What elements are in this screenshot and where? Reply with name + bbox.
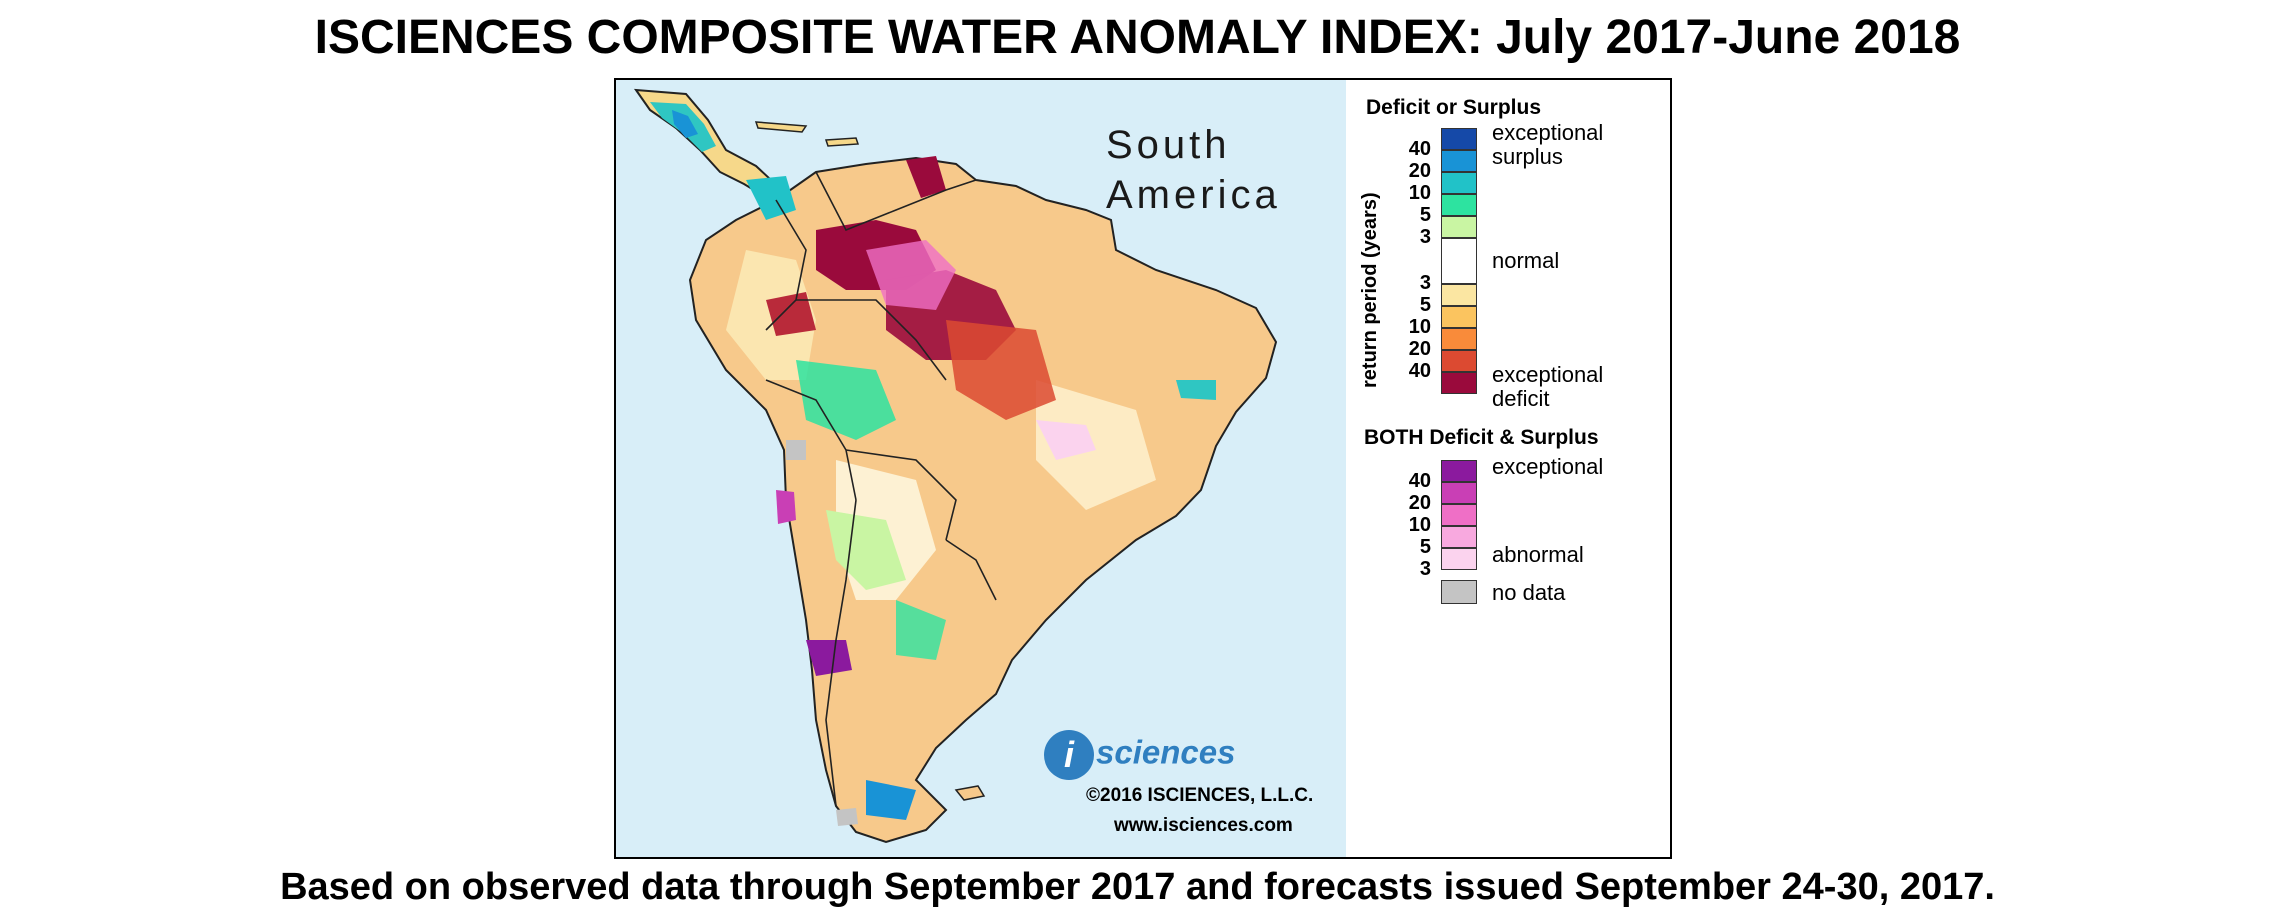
website: www.isciences.com [1114, 815, 1293, 836]
country-borders [765, 171, 997, 807]
legend-tick: 20 [1408, 492, 1431, 514]
both-patch-andes [776, 490, 796, 524]
legend-axis-label: return period (years) [1359, 192, 1381, 388]
isciences-logo-icon: i [1044, 730, 1094, 780]
legend-tick: 3 [1419, 558, 1431, 580]
south-america-map [633, 88, 1278, 844]
legend-swatch-nodata [1441, 580, 1477, 604]
legend-swatch-both-3 [1441, 548, 1477, 570]
legend-tick: 10 [1408, 316, 1431, 338]
legend-label-both-abnormal: abnormal [1492, 542, 1584, 567]
both-patch-amazon [866, 240, 956, 310]
legend-label-deficit: deficit [1492, 386, 1550, 411]
map-frame: South America i sciences ©2016 ISCIENCES,… [614, 78, 1672, 859]
legend-swatch-surplus-10 [1441, 194, 1477, 216]
surplus-patch-chaco [826, 510, 906, 590]
legend-swatch-deficit-5 [1441, 284, 1477, 306]
deficit-strong-central [946, 320, 1056, 420]
legend-swatch-surplus-exceptional [1441, 128, 1477, 150]
legend-tick: 40 [1408, 138, 1431, 160]
legend-label-exceptional-deficit: exceptional [1492, 362, 1604, 387]
falkland-islands [954, 785, 986, 801]
legend-swatch-both-40 [1441, 460, 1477, 482]
both-patch-brazil [1036, 420, 1096, 460]
isciences-logo: i sciences [1044, 730, 1235, 780]
legend-tick: 20 [1408, 338, 1431, 360]
legend-swatch-normal [1441, 238, 1477, 284]
surplus-patch-east [1176, 380, 1216, 400]
legend-swatch-both-20 [1441, 482, 1477, 504]
surplus-patch-pampas [896, 600, 946, 660]
surplus-patch-south [866, 780, 916, 820]
map-panel: South America i sciences ©2016 ISCIENCES,… [616, 80, 1346, 857]
legend-tick: 40 [1408, 360, 1431, 382]
legend-tick: 10 [1408, 514, 1431, 536]
legend-swatch-surplus-40 [1441, 150, 1477, 172]
legend-swatch-surplus-20 [1441, 172, 1477, 194]
legend-label-both-exceptional: exceptional [1492, 454, 1604, 479]
legend-both-heading: BOTH Deficit & Surplus [1364, 426, 1599, 449]
legend-label-exceptional-surplus: exceptional [1492, 120, 1604, 145]
legend-swatch-deficit-10 [1441, 306, 1477, 328]
legend-swatch-deficit-40 [1441, 350, 1477, 372]
legend-swatch-both-5 [1441, 526, 1477, 548]
deficit-core-northeast [906, 156, 946, 198]
legend-swatch-deficit-exceptional [1441, 372, 1477, 394]
legend-tick: 10 [1408, 182, 1431, 204]
map-title: ISCIENCES COMPOSITE WATER ANOMALY INDEX:… [314, 11, 1961, 64]
legend-deficit-surplus-heading: Deficit or Surplus [1366, 96, 1542, 119]
legend-tick: 3 [1419, 226, 1431, 248]
both-patch-patagonia [806, 640, 852, 676]
legend-tick: 3 [1419, 272, 1431, 294]
nodata-patch [786, 440, 806, 460]
legend-label-nodata: no data [1492, 580, 1566, 605]
legend-tick: 40 [1408, 470, 1431, 492]
legend: Deficit or Surplus return period (years)… [1346, 80, 1670, 857]
caribbean-island-2 [824, 137, 860, 147]
surplus-patch-north [746, 176, 796, 220]
nodata-patch-south [836, 808, 858, 826]
legend-tick: 5 [1419, 536, 1431, 558]
caribbean-island-1 [754, 121, 808, 133]
legend-tick: 20 [1408, 160, 1431, 182]
legend-tick: 5 [1419, 204, 1431, 226]
legend-swatch-surplus-5 [1441, 216, 1477, 238]
map-subtitle: Based on observed data through September… [280, 866, 1995, 908]
normal-patch-east [1036, 380, 1156, 510]
legend-swatch-both-10 [1441, 504, 1477, 526]
legend-swatch-deficit-20 [1441, 328, 1477, 350]
central-america-surplus-core [672, 110, 698, 138]
legend-label-normal: normal [1492, 248, 1560, 273]
region-label: South America [1106, 123, 1281, 217]
surplus-patch-bolivia [796, 360, 896, 440]
legend-label-surplus: surplus [1492, 144, 1563, 169]
copyright: ©2016 ISCIENCES, L.L.C. [1086, 785, 1314, 806]
deficit-west-amazon [766, 292, 816, 336]
legend-tick: 5 [1419, 294, 1431, 316]
